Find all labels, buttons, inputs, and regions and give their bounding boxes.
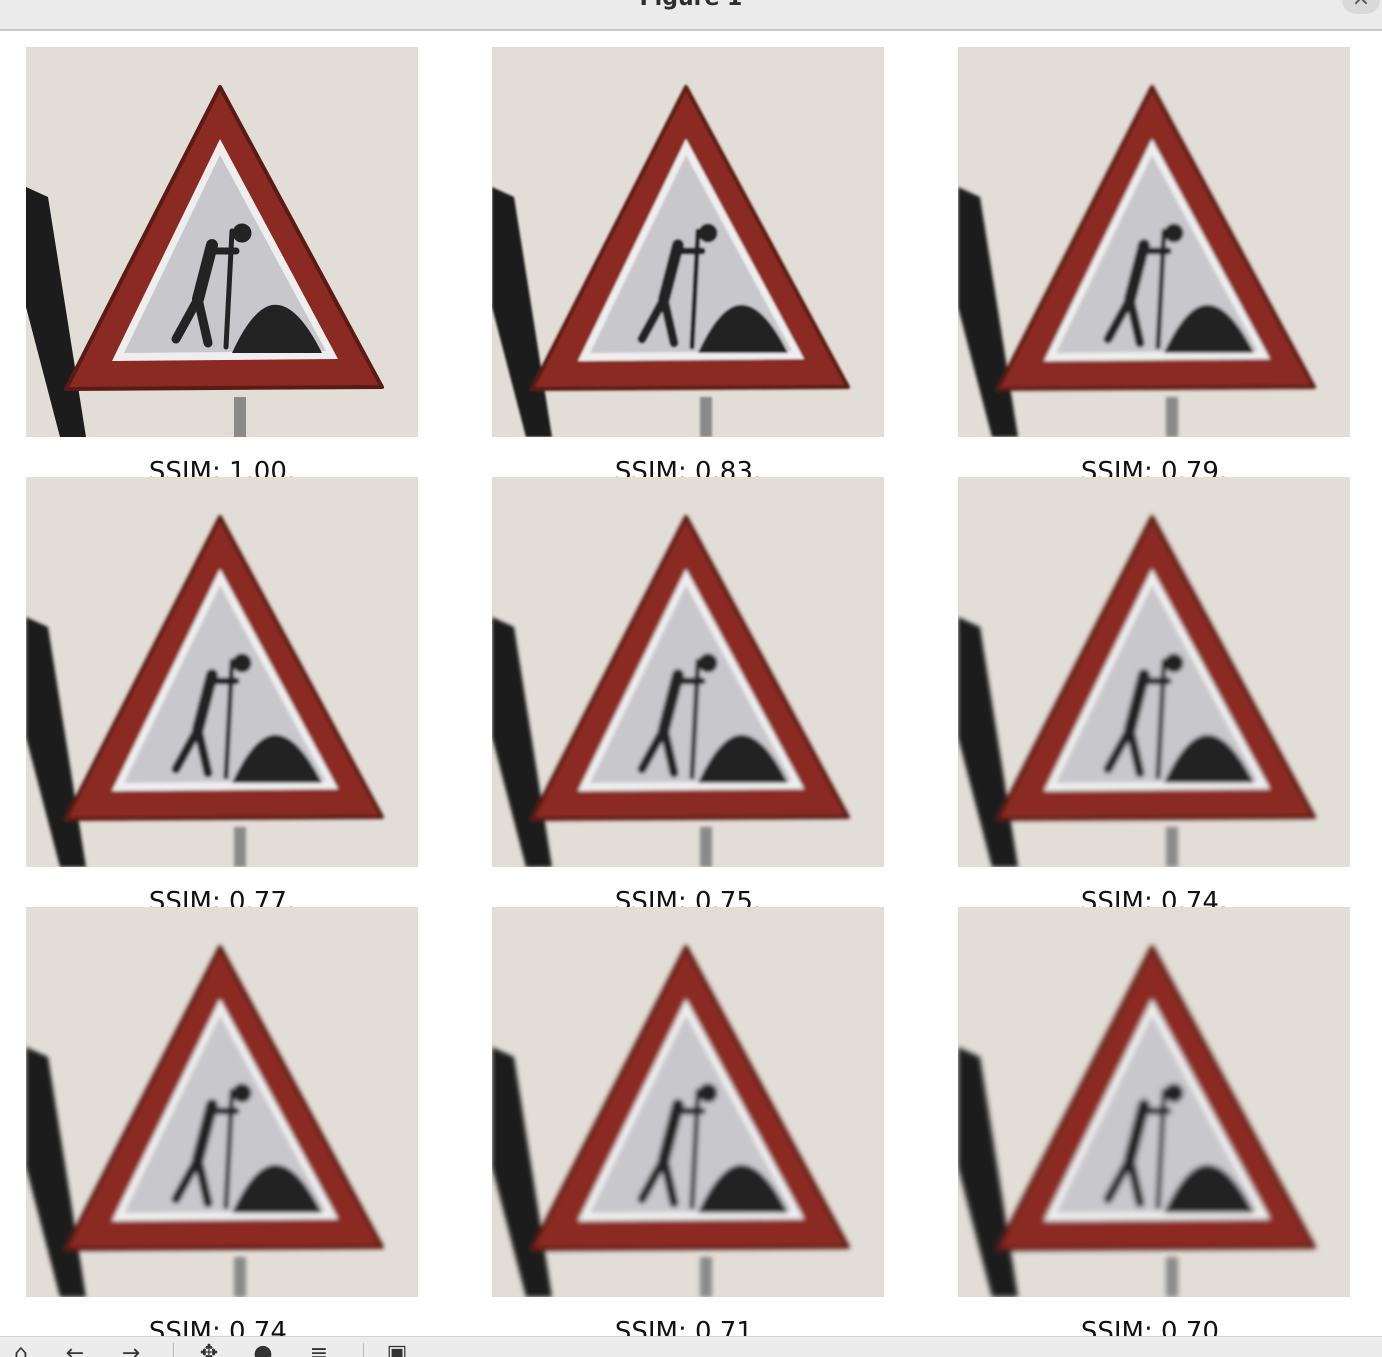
configure-icon[interactable]: ≡ — [309, 1341, 329, 1357]
toolbar-divider — [173, 1343, 174, 1357]
sign-image-panel — [492, 47, 884, 437]
road-sign-image — [26, 47, 418, 437]
toolbar-divider — [363, 1343, 364, 1357]
road-sign-image — [958, 907, 1350, 1297]
zoom-icon[interactable]: ● — [253, 1341, 273, 1357]
road-sign-image — [492, 907, 884, 1297]
road-sign-image — [492, 477, 884, 867]
sign-image-panel — [26, 907, 418, 1297]
home-icon[interactable]: ⌂ — [14, 1341, 28, 1357]
save-icon[interactable]: ▣ — [386, 1341, 408, 1357]
sign-image-panel — [492, 907, 884, 1297]
sign-image-panel — [958, 47, 1350, 437]
sign-image-panel — [958, 907, 1350, 1297]
close-button[interactable]: × — [1342, 0, 1380, 14]
road-sign-image — [492, 47, 884, 437]
sign-image-panel — [492, 477, 884, 867]
sign-image-panel — [958, 477, 1350, 867]
sign-image-panel — [26, 47, 418, 437]
road-sign-image — [958, 477, 1350, 867]
window-titlebar: Figure 1 × — [0, 0, 1382, 31]
road-sign-image — [958, 47, 1350, 437]
navigation-toolbar: ⌂ ← → ✥ ● ≡ ▣ — [0, 1336, 1382, 1357]
window-title: Figure 1 — [0, 0, 1382, 11]
close-icon: × — [1352, 0, 1370, 11]
sign-image-panel — [26, 477, 418, 867]
pan-icon[interactable]: ✥ — [199, 1341, 219, 1357]
forward-icon[interactable]: → — [121, 1341, 141, 1357]
back-icon[interactable]: ← — [65, 1341, 85, 1357]
road-sign-image — [26, 907, 418, 1297]
road-sign-image — [26, 477, 418, 867]
figure-canvas: SSIM: 1.00, SSIM: 0.83, SSIM: 0.79, SSIM: 0… — [0, 33, 1382, 1347]
